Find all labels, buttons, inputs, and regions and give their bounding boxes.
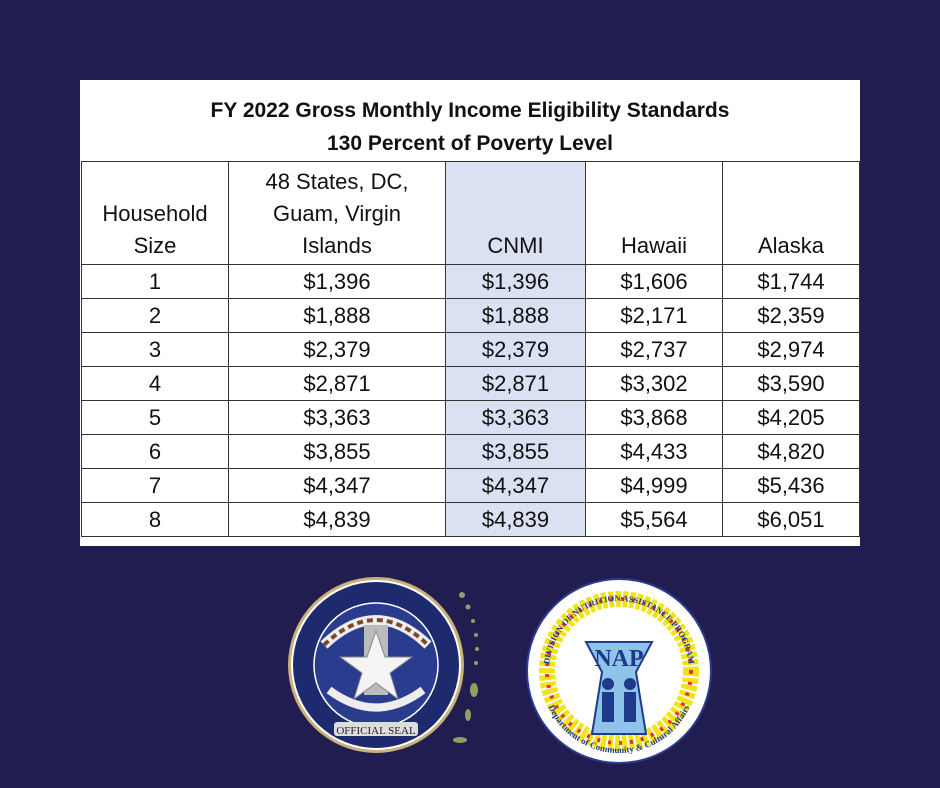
cnmi-value-cell: $4,839 (445, 502, 586, 537)
cnmi-value-cell: $2,379 (445, 332, 586, 367)
alaska-value-cell: $3,590 (722, 366, 860, 401)
hawaii-value-cell: $1,606 (585, 264, 723, 299)
table-row: 7 $4,347 $4,347 $4,999 $5,436 (81, 468, 860, 503)
states-value-cell: $3,855 (228, 434, 446, 469)
header-48-states: 48 States, DC, Guam, Virgin Islands (228, 161, 446, 265)
table-row: 6 $3,855 $3,855 $4,433 $4,820 (81, 434, 860, 469)
header-row: Household Size 48 States, DC, Guam, Virg… (81, 161, 860, 265)
states-value-cell: $1,888 (228, 298, 446, 333)
cnmi-value-cell: $3,363 (445, 400, 586, 435)
header-line: Islands (302, 233, 372, 258)
alaska-value-cell: $2,974 (722, 332, 860, 367)
household-size-cell: 2 (81, 298, 229, 333)
states-value-cell: $1,396 (228, 264, 446, 299)
svg-text:OFFICIAL SEAL: OFFICIAL SEAL (336, 725, 416, 737)
states-value-cell: $4,839 (228, 502, 446, 537)
cnmi-value-cell: $1,396 (445, 264, 586, 299)
table-row: 4 $2,871 $2,871 $3,302 $3,590 (81, 366, 860, 401)
table-row: 1 $1,396 $1,396 $1,606 $1,744 (81, 264, 860, 299)
alaska-value-cell: $1,744 (722, 264, 860, 299)
states-value-cell: $2,379 (228, 332, 446, 367)
cnmi-value-cell: $3,855 (445, 434, 586, 469)
hawaii-value-cell: $5,564 (585, 502, 723, 537)
table-subtitle: 130 Percent of Poverty Level (327, 132, 613, 155)
hawaii-value-cell: $2,737 (585, 332, 723, 367)
alaska-value-cell: $5,436 (722, 468, 860, 503)
alaska-value-cell: $4,820 (722, 434, 860, 469)
alaska-value-cell: $6,051 (722, 502, 860, 537)
svg-text:NAP: NAP (594, 646, 643, 672)
table-row: 5 $3,363 $3,363 $3,868 $4,205 (81, 400, 860, 435)
hawaii-value-cell: $2,171 (585, 298, 723, 333)
household-size-cell: 1 (81, 264, 229, 299)
header-line: Size (133, 233, 177, 258)
header-hawaii: Hawaii (585, 161, 723, 265)
header-line: Guam, Virgin (273, 201, 401, 226)
hawaii-value-cell: $4,433 (585, 434, 723, 469)
cnmi-value-cell: $4,347 (445, 468, 586, 503)
header-household-size: Household Size (81, 161, 229, 265)
header-line: 48 States, DC, (265, 169, 409, 194)
table-row: 2 $1,888 $1,888 $2,171 $2,359 (81, 298, 860, 333)
household-size-cell: 7 (81, 468, 229, 503)
header-cnmi: CNMI (445, 161, 586, 265)
household-size-cell: 8 (81, 502, 229, 537)
states-value-cell: $3,363 (228, 400, 446, 435)
table-row: 3 $2,379 $2,379 $2,737 $2,974 (81, 332, 860, 367)
alaska-value-cell: $4,205 (722, 400, 860, 435)
household-size-cell: 4 (81, 366, 229, 401)
alaska-value-cell: $2,359 (722, 298, 860, 333)
cnmi-value-cell: $2,871 (445, 366, 586, 401)
star-icon (338, 629, 414, 701)
table-title: FY 2022 Gross Monthly Income Eligibility… (210, 99, 730, 122)
hawaii-value-cell: $3,868 (585, 400, 723, 435)
eligibility-table-panel: FY 2022 Gross Monthly Income Eligibility… (80, 80, 860, 546)
cnmi-value-cell: $1,888 (445, 298, 586, 333)
hawaii-value-cell: $4,999 (585, 468, 723, 503)
hawaii-value-cell: $3,302 (585, 366, 723, 401)
header-line: Household (102, 201, 208, 226)
header-alaska: Alaska (722, 161, 860, 265)
household-size-cell: 5 (81, 400, 229, 435)
table-row: 8 $4,839 $4,839 $5,564 $6,051 (81, 502, 860, 537)
income-table: Household Size 48 States, DC, Guam, Virg… (81, 161, 860, 537)
cnmi-official-seal: OFFICIAL SEAL (288, 577, 479, 753)
nap-seal: NAP DIVISION OF NUTRITION ASSISTANCE PRO… (526, 578, 712, 764)
states-value-cell: $2,871 (228, 366, 446, 401)
household-size-cell: 6 (81, 434, 229, 469)
household-size-cell: 3 (81, 332, 229, 367)
states-value-cell: $4,347 (228, 468, 446, 503)
